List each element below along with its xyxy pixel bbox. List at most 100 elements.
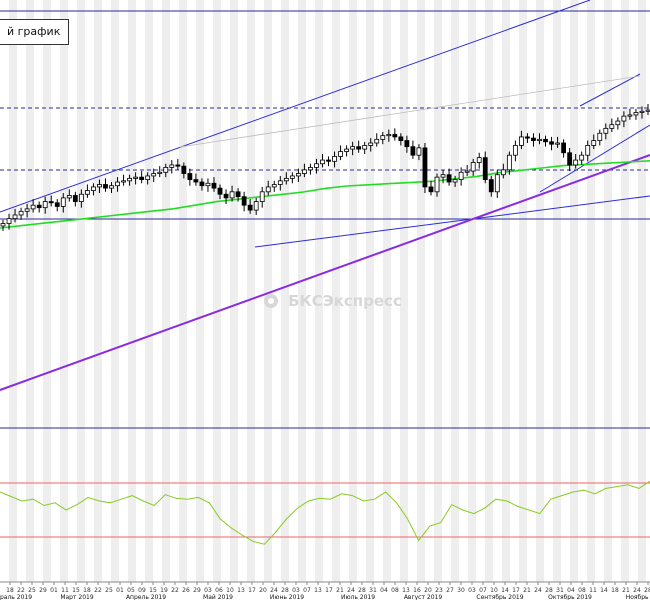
day-tick-label: 09	[138, 587, 146, 594]
column-stripe	[213, 0, 221, 582]
day-tick-label: 31	[369, 587, 377, 594]
candle-body	[127, 177, 132, 182]
candle-body	[12, 214, 18, 220]
candle	[609, 118, 615, 133]
candle-body	[446, 174, 452, 183]
candle-body	[452, 179, 458, 183]
candle	[103, 178, 108, 192]
candle-body	[205, 182, 211, 187]
candle	[615, 117, 621, 130]
column-stripe	[230, 0, 238, 582]
candle	[54, 199, 60, 212]
candle-body	[639, 110, 645, 113]
candle	[434, 173, 440, 197]
day-tick-label: 30	[457, 587, 465, 594]
day-tick-label: 05	[127, 587, 135, 594]
day-tick-label: 07	[479, 587, 487, 594]
candle-body	[42, 201, 48, 209]
column-stripe	[196, 0, 204, 582]
column-stripe	[179, 0, 187, 582]
candle	[229, 185, 235, 202]
column-stripe	[247, 0, 255, 582]
candle	[247, 199, 253, 214]
column-stripe	[570, 0, 578, 582]
candle	[350, 141, 356, 156]
candle-body	[223, 193, 229, 199]
candle-body	[91, 186, 96, 191]
candle	[386, 129, 392, 142]
candle	[428, 180, 434, 196]
day-tick-label: 24	[347, 587, 355, 594]
candle-body	[109, 185, 114, 189]
day-tick-label: 17	[248, 587, 256, 594]
candle-body	[24, 208, 30, 212]
candle-body	[555, 142, 560, 145]
candle-body	[585, 145, 591, 156]
day-tick-label: 04	[567, 587, 575, 594]
candle-body	[440, 174, 446, 178]
candle-body	[410, 146, 416, 156]
candle	[66, 189, 72, 202]
candle-body	[247, 204, 253, 211]
day-tick-label: 25	[28, 587, 36, 594]
month-label: Май 2019	[203, 594, 233, 600]
chart-type-tag: й график	[0, 19, 70, 45]
candle	[145, 172, 151, 185]
candle	[181, 162, 187, 179]
day-tick-label: 11	[589, 587, 597, 594]
candle	[470, 158, 476, 176]
column-stripe	[94, 0, 102, 582]
candle	[398, 133, 404, 146]
column-stripe	[519, 0, 527, 582]
candle	[253, 197, 259, 215]
candle	[133, 172, 139, 185]
candle	[24, 204, 30, 218]
channel-lower-line	[254, 195, 650, 248]
oscillator-panel	[0, 480, 650, 545]
candle-body	[591, 140, 597, 146]
day-tick-label: 08	[391, 587, 399, 594]
candle-body	[302, 169, 307, 174]
day-tick-label: 18	[611, 587, 619, 594]
candle	[621, 111, 627, 128]
candle	[488, 175, 494, 197]
candle-body	[579, 154, 585, 161]
candle-body	[356, 146, 362, 150]
candle	[12, 208, 18, 223]
candle	[458, 167, 464, 186]
day-tick-label: 20	[259, 587, 267, 594]
candle-body	[332, 156, 337, 162]
candle-body	[512, 145, 518, 156]
candle-body	[609, 124, 615, 129]
candle-body	[561, 142, 567, 154]
candle	[139, 171, 145, 184]
candle	[193, 173, 199, 186]
day-tick-label: 28	[545, 587, 553, 594]
candle-body	[573, 159, 579, 166]
candle	[567, 147, 573, 172]
candle	[48, 195, 54, 207]
candle	[561, 139, 567, 158]
candle	[416, 144, 422, 161]
candle	[259, 186, 265, 208]
column-stripe	[383, 0, 391, 582]
candle	[440, 169, 446, 184]
candle-body	[175, 164, 181, 167]
candle	[169, 160, 175, 174]
day-tick-label: 26	[182, 587, 190, 594]
candle-body	[121, 180, 126, 183]
day-tick-label: 22	[94, 587, 102, 594]
day-tick-label: 15	[72, 587, 80, 594]
candle-body	[283, 177, 289, 182]
candle-body	[434, 176, 440, 193]
candle-body	[48, 201, 54, 204]
month-label: Август 2019	[404, 594, 442, 600]
candle-body	[627, 114, 633, 117]
candle-body	[163, 166, 169, 173]
column-stripes	[9, 0, 646, 582]
candle-body	[151, 173, 157, 177]
candle-body	[6, 218, 12, 224]
column-stripe	[315, 0, 323, 582]
candle-body	[326, 159, 331, 162]
candle-body	[633, 112, 639, 116]
